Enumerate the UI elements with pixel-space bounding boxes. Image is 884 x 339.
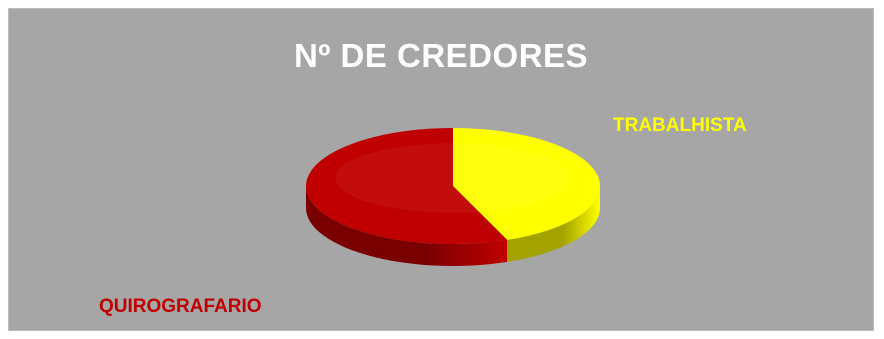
pie-side-trabalhista [507,186,600,262]
pie-side-quirografario [306,186,508,266]
chart-area: Nº DE CREDORES TRABALHISTA QUIROGRAFARIO [8,8,874,331]
slice-label-trabalhista: TRABALHISTA [613,115,747,136]
pie-slice-trabalhista [453,128,601,240]
pie-chart [306,128,601,266]
pie-slice-quirografario [306,128,508,244]
pie-highlight [335,143,571,213]
chart-title: Nº DE CREDORES [293,37,589,74]
slice-label-quirografario: QUIROGRAFARIO [99,296,262,317]
